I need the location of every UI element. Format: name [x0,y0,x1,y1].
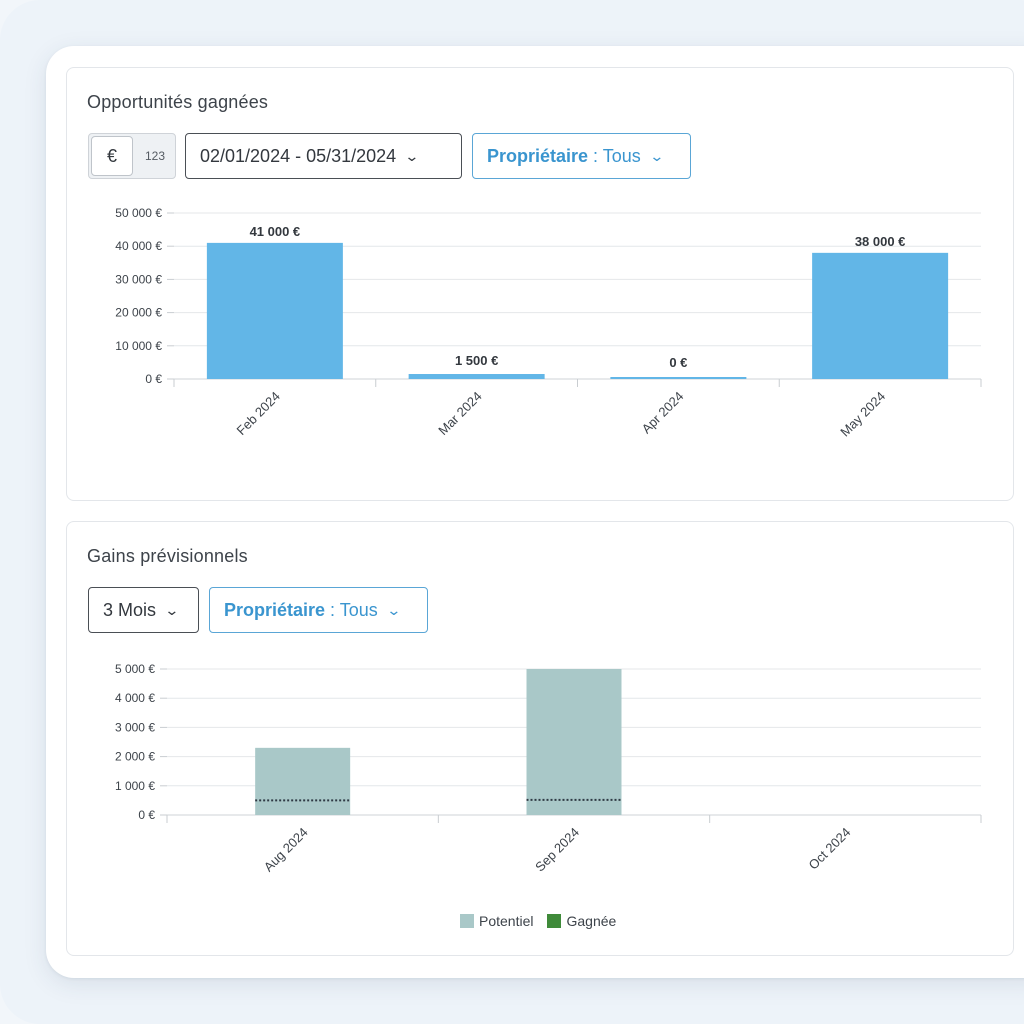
x-tick-label: May 2024 [837,389,888,440]
y-tick-label: 4 000 € [115,691,155,705]
x-tick-label: Aug 2024 [261,825,311,875]
y-tick-label: 0 € [138,808,155,822]
x-tick-label: Sep 2024 [532,825,582,875]
owner-filter-value: : Tous [593,145,641,166]
y-tick-label: 50 000 € [115,206,162,220]
data-label: 1 500 € [455,353,498,368]
x-tick-label: Apr 2024 [639,389,687,437]
y-tick-label: 20 000 € [115,306,162,320]
owner-filter-select[interactable]: Propriétaire : Tous ⌄ [472,133,691,179]
bar-potentiel [526,669,622,815]
period-value: 3 Mois [103,599,157,620]
x-tick-label: Mar 2024 [435,389,484,438]
chevron-down-icon: ⌄ [404,147,420,164]
legend-item-potentiel[interactable]: Potentiel [460,913,533,929]
bar-potentiel [255,747,351,815]
chevron-down-icon: ⌄ [648,147,665,164]
legend-swatch [547,914,562,928]
forecast-gains-card: Gains prévisionnels 3 Mois ⌄ Propriétair… [66,521,1014,956]
bar [812,252,949,379]
value-mode-toggle[interactable]: € 123 [88,133,176,179]
date-range-value: 02/01/2024 - 05/31/2024 [200,145,397,166]
bar [206,242,343,379]
owner-filter-label: Propriétaire [224,599,326,620]
won-opportunities-card: Opportunités gagnées € 123 02/01/2024 - … [66,67,1014,501]
y-tick-label: 0 € [145,372,162,386]
forecast-gains-chart: 0 € 1 000 € 2 000 € 3 000 € 4 000 € 5 000 € Au… [115,662,982,875]
y-tick-label: 1 000 € [115,779,155,793]
y-tick-label: 5 000 € [115,662,155,676]
x-tick-label: Oct 2024 [806,825,854,873]
legend-item-gagnee[interactable]: Gagnée [547,913,616,929]
bar [610,377,747,379]
card-title: Gains prévisionnels [87,546,248,566]
legend-label: Potentiel [479,913,534,929]
owner-filter-value: : Tous [330,599,378,620]
date-range-select[interactable]: 02/01/2024 - 05/31/2024 ⌄ [185,133,462,179]
y-tick-label: 3 000 € [115,720,155,734]
owner-filter-select[interactable]: Propriétaire : Tous ⌄ [209,587,428,633]
data-label: 38 000 € [855,234,906,249]
y-tick-label: 2 000 € [115,750,155,764]
period-select[interactable]: 3 Mois ⌄ [88,587,199,633]
y-tick-label: 30 000 € [115,272,162,286]
data-label: 41 000 € [250,224,301,239]
chart-legend: Potentiel Gagnée [460,913,616,929]
won-opportunities-chart: 0 € 10 000 € 20 000 € 30 000 € 40 000 € 50 00… [115,206,982,440]
chevron-down-icon: ⌄ [385,601,402,618]
y-tick-label: 40 000 € [115,239,162,253]
x-tick-label: Feb 2024 [234,389,283,438]
legend-label: Gagnée [566,913,617,929]
chevron-down-icon: ⌄ [164,601,180,618]
y-tick-label: 10 000 € [115,339,162,353]
count-mode-button[interactable]: 123 [144,149,166,163]
currency-mode-button[interactable]: € [91,136,133,176]
card-title: Opportunités gagnées [87,92,269,112]
legend-swatch [460,914,474,928]
owner-filter-label: Propriétaire [487,145,589,166]
bar [408,374,545,379]
data-label: 0 € [669,355,687,370]
